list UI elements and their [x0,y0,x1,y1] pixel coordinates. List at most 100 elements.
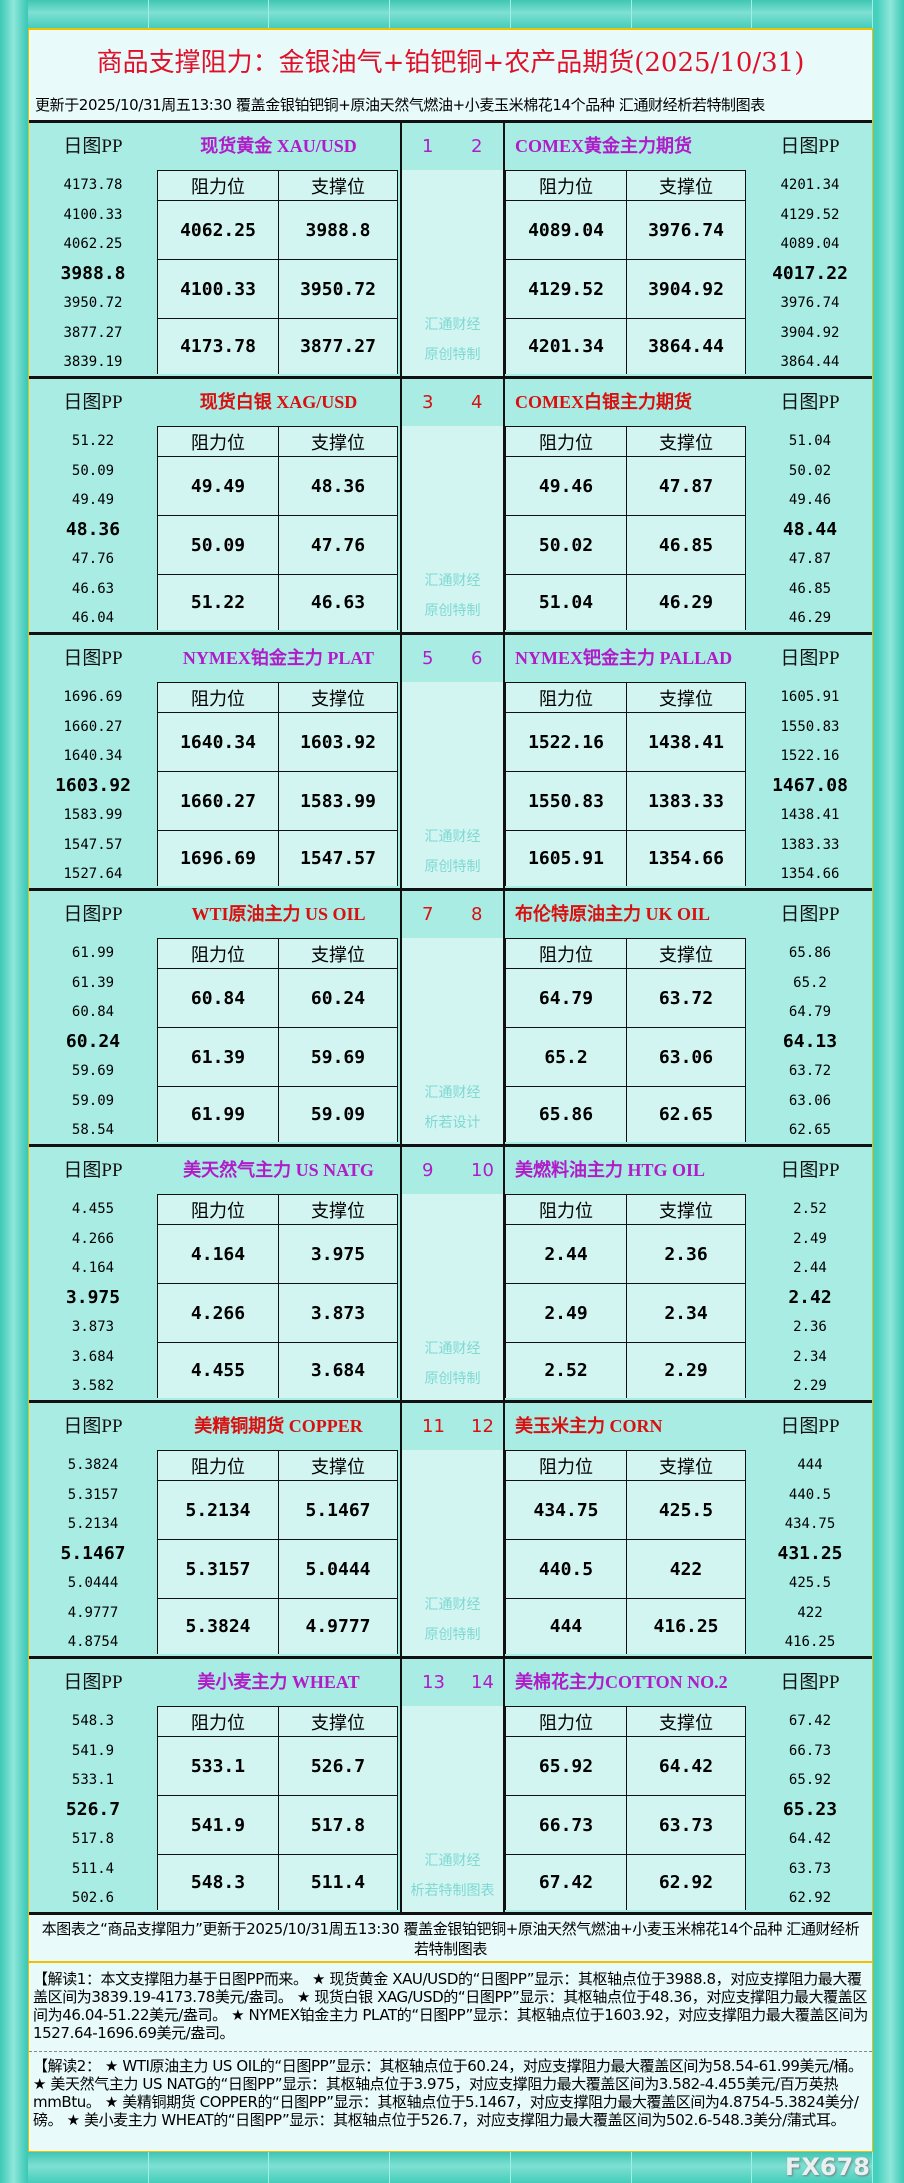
support-value: 60.24 [278,968,398,1027]
resistance-value: 49.49 [157,456,278,515]
resistance-header: 阻力位 [157,938,278,968]
resistance-value: 65.2 [505,1027,626,1086]
blocks-container: 日图PP 日图PP 现货黄金 XAU/USD COMEX黄金主力期货 1 2 汇通财经 原创特… [29,120,872,1912]
resistance-value: 1550.83 [505,771,626,830]
pp-level: 1527.64 [63,866,123,882]
pp-level: 67.42 [788,1713,832,1729]
pivot-level: 60.24 [65,1030,121,1052]
resistance-header: 阻力位 [157,170,278,200]
support-header: 支撑位 [626,1194,746,1224]
resistance-value: 4089.04 [505,200,626,259]
pivot-level: 1467.08 [772,774,848,796]
pp-level: 4173.78 [63,177,123,193]
resistance-header: 阻力位 [157,1706,278,1736]
watermark-text: 汇通财经 [424,317,481,333]
watermark-column [400,682,505,888]
support-value: 46.63 [278,574,398,630]
support-value: 59.69 [278,1027,398,1086]
support-value: 3.684 [278,1342,398,1398]
watermark-text: 原创特制 [424,1627,481,1643]
support-value: 3.873 [278,1283,398,1342]
pp-level: 3877.27 [63,324,123,341]
instrument-number: 5 [422,648,434,669]
support-value: 46.85 [626,515,746,574]
resistance-value: 4173.78 [157,318,278,374]
pp-level: 1383.33 [780,836,840,853]
instrument-number: 10 [471,1160,494,1181]
support-header: 支撑位 [278,938,398,968]
pivot-level: 4017.22 [772,262,848,284]
pp-level: 46.29 [788,610,832,626]
page-title: 商品支撑阻力：金银油气+铂钯铜+农产品期货(2025/10/31) [29,28,872,90]
resistance-value: 61.39 [157,1027,278,1086]
instrument-number: 2 [471,136,483,157]
pp-label: 日图PP [63,1416,123,1437]
pp-level: 47.87 [788,551,832,567]
pp-level: 2.44 [793,1260,827,1276]
pp-level: 1550.83 [780,718,840,735]
pp-level: 65.86 [788,945,832,961]
watermark-text: 汇通财经 [424,829,481,845]
resistance-header: 阻力位 [505,426,626,456]
support-value: 1438.41 [626,712,746,771]
pp-level: 1605.91 [780,689,840,705]
support-value: 3976.74 [626,200,746,259]
watermark-text: 原创特制 [424,347,481,363]
watermark-column [400,170,505,376]
support-value: 64.42 [626,1736,746,1795]
number-cell [400,123,505,170]
pivot-level: 3988.8 [60,262,126,284]
support-header: 支撑位 [626,938,746,968]
instrument-name: 布伦特原油主力 UK OIL [515,904,711,924]
instrument-number: 7 [422,904,434,925]
support-value: 422 [626,1539,746,1598]
pp-level: 440.5 [788,1486,832,1503]
support-value: 416.25 [626,1598,746,1654]
support-header: 支撑位 [278,1194,398,1224]
resistance-value: 67.42 [505,1854,626,1910]
pp-level: 1354.66 [780,866,840,882]
support-value: 5.1467 [278,1480,398,1539]
support-header: 支撑位 [626,1706,746,1736]
pp-level: 4.164 [71,1260,115,1276]
number-cell [400,1659,505,1706]
instrument-block: 日图PP 日图PP 美天然气主力 US NATG 美燃料油主力 HTG OIL 9 10 汇… [29,1144,872,1400]
watermark-text: 析若设计 [424,1115,481,1131]
fx678-logo: FX678 [785,2153,870,2181]
resistance-value: 2.49 [505,1283,626,1342]
instrument-name: 美玉米主力 CORN [515,1416,663,1436]
watermark-column [400,938,505,1144]
support-value: 2.34 [626,1283,746,1342]
pp-label: 日图PP [780,1672,840,1693]
resistance-value: 64.79 [505,968,626,1027]
resistance-value: 5.2134 [157,1480,278,1539]
resistance-value: 61.99 [157,1086,278,1142]
resistance-value: 51.22 [157,574,278,630]
resistance-value: 4129.52 [505,259,626,318]
resistance-value: 444 [505,1598,626,1654]
pp-level: 541.9 [71,1742,115,1759]
support-value: 1354.66 [626,830,746,886]
pp-level: 4100.33 [63,206,123,223]
support-value: 63.72 [626,968,746,1027]
pp-level: 1547.57 [63,836,123,853]
watermark-text: 原创特制 [424,1371,481,1387]
pp-level: 5.0444 [67,1575,119,1591]
watermark-text: 析若特制图表 [410,1883,495,1899]
pp-level: 4.9777 [67,1604,119,1621]
support-value: 526.7 [278,1736,398,1795]
pp-level: 59.09 [71,1092,115,1109]
pp-level: 3.873 [71,1319,115,1335]
support-value: 425.5 [626,1480,746,1539]
instrument-number: 8 [471,904,483,925]
instrument-name: 美小麦主力 WHEAT [197,1672,360,1692]
instrument-block: 日图PP 日图PP 现货白银 XAG/USD COMEX白银主力期货 3 4 汇通财经 原创特… [29,376,872,632]
pp-level: 3839.19 [63,354,123,370]
pp-level: 517.8 [71,1831,115,1847]
pp-level: 63.06 [788,1092,832,1109]
pp-level: 3950.72 [63,295,123,311]
pp-level: 4201.34 [780,177,840,193]
pp-level: 5.3824 [67,1457,119,1473]
resistance-header: 阻力位 [157,682,278,712]
support-header: 支撑位 [278,170,398,200]
